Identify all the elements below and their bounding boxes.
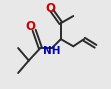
Text: O: O [26,20,36,33]
Text: NH: NH [43,46,61,56]
Text: O: O [45,2,55,15]
